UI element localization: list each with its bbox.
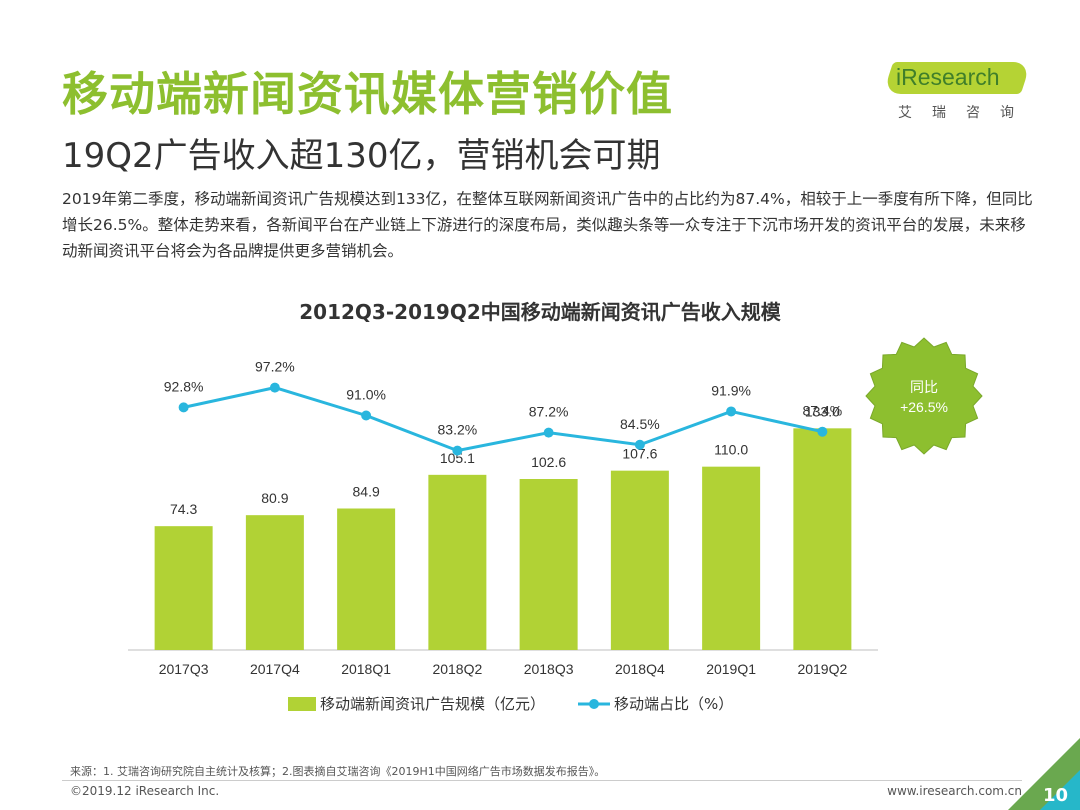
copyright-text: ©2019.12 iResearch Inc. — [70, 784, 220, 798]
share-point-2018Q1 — [361, 410, 372, 421]
share-line — [183, 386, 823, 453]
legend-line-marker — [589, 699, 599, 709]
x-tick-label: 2017Q3 — [159, 661, 209, 677]
share-label: 87.4% — [803, 403, 843, 419]
share-point-2019Q2 — [817, 426, 828, 437]
share-label: 87.2% — [529, 404, 569, 420]
legend-bar-swatch — [288, 697, 316, 711]
bar-2019Q2 — [793, 428, 852, 650]
share-label: 83.2% — [438, 422, 478, 438]
page-title: 移动端新闻资讯媒体营销价值 — [62, 67, 673, 121]
share-point-2018Q4 — [634, 439, 645, 450]
bar-label: 84.9 — [353, 484, 380, 500]
share-point-2018Q2 — [452, 445, 463, 456]
description-text: 2019年第二季度，移动端新闻资讯广告规模达到133亿，在整体互联网新闻资讯广告… — [62, 190, 1033, 260]
bar-2017Q3 — [154, 526, 213, 650]
bar-label: 133.0 — [805, 403, 840, 419]
logo-cn-name: 艾瑞咨询 — [898, 105, 1034, 121]
bar-label: 74.3 — [170, 501, 197, 517]
bar-2018Q2 — [428, 474, 487, 650]
bar-label: 107.6 — [622, 446, 657, 462]
bar-label: 102.6 — [531, 454, 566, 470]
chart-title: 2012Q3-2019Q2中国移动端新闻资讯广告收入规模 — [299, 300, 781, 324]
website-link[interactable]: www.iresearch.com.cn — [887, 784, 1022, 798]
page-number: 10 — [1042, 785, 1068, 806]
page-subtitle: 19Q2广告收入超130亿，营销机会可期 — [62, 136, 661, 176]
source-note: 来源：1. 艾瑞咨询研究院自主统计及核算；2.图表摘自艾瑞咨询《2019H1中国… — [70, 765, 606, 778]
yoy-value: +26.5% — [900, 399, 948, 415]
legend-bar-label: 移动端新闻资讯广告规模（亿元） — [320, 695, 545, 713]
share-point-2018Q3 — [543, 427, 554, 438]
share-label: 97.2% — [255, 359, 295, 375]
bar-label: 110.0 — [714, 442, 748, 458]
share-label: 84.5% — [620, 416, 660, 432]
share-label: 91.0% — [346, 387, 386, 403]
x-tick-label: 2018Q4 — [615, 661, 665, 677]
share-label: 92.8% — [164, 378, 204, 394]
corner-accent — [1040, 770, 1080, 810]
legend-line-label: 移动端占比（%） — [614, 695, 733, 713]
share-point-2019Q1 — [726, 406, 737, 417]
share-label: 91.9% — [711, 382, 751, 398]
yoy-label: 同比 — [910, 380, 938, 396]
bar-line-chart: 74.3 2017Q3 80.9 2017Q4 84.9 2018Q1 105.1 2018Q… — [128, 337, 983, 713]
bar-label: 80.9 — [261, 490, 288, 506]
share-point-2017Q3 — [178, 402, 189, 413]
iresearch-logo: iResearch 艾瑞咨询 — [882, 60, 1038, 130]
bar-label: 105.1 — [440, 450, 475, 466]
x-tick-label: 2018Q3 — [524, 661, 574, 677]
bar-2018Q1 — [337, 508, 396, 650]
logo-name: iResearch — [896, 64, 1000, 90]
bar-2018Q3 — [519, 479, 578, 650]
footer-divider — [62, 780, 1022, 781]
yoy-starburst-icon — [865, 337, 983, 455]
bar-2017Q4 — [245, 515, 304, 650]
bar-2018Q4 — [610, 470, 669, 650]
share-point-2017Q4 — [269, 382, 280, 393]
x-tick-label: 2018Q1 — [341, 661, 391, 677]
x-tick-label: 2017Q4 — [250, 661, 300, 677]
x-tick-label: 2019Q1 — [706, 661, 756, 677]
x-tick-label: 2019Q2 — [797, 661, 847, 677]
bar-2019Q1 — [702, 466, 761, 650]
x-tick-label: 2018Q2 — [432, 661, 482, 677]
